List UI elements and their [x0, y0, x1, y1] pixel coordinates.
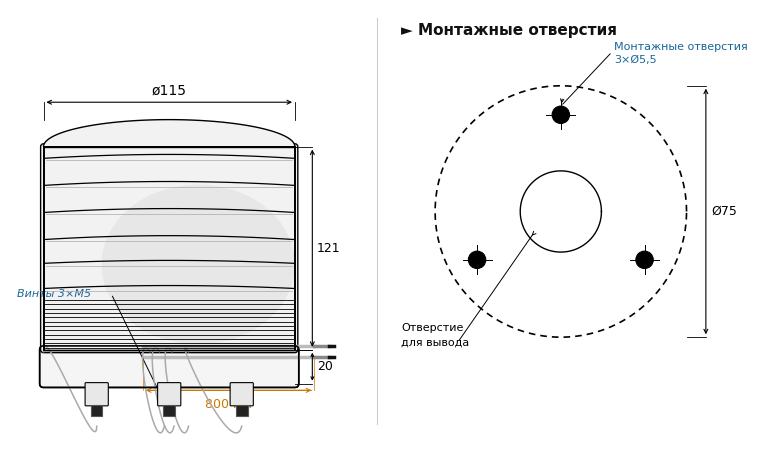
Bar: [236, 405, 247, 416]
Polygon shape: [43, 120, 295, 147]
Ellipse shape: [101, 185, 295, 344]
Text: 3×Ø5,5: 3×Ø5,5: [614, 55, 656, 65]
Bar: [163, 405, 175, 416]
Text: ► Монтажные отверстия: ► Монтажные отверстия: [401, 23, 618, 38]
FancyBboxPatch shape: [230, 382, 254, 406]
Text: для вывода: для вывода: [401, 338, 469, 348]
Text: Монтажные отверстия: Монтажные отверстия: [614, 42, 747, 52]
Text: 121: 121: [317, 242, 341, 255]
Bar: [91, 405, 103, 416]
FancyBboxPatch shape: [85, 382, 108, 406]
Text: 800 мм: 800 мм: [205, 398, 252, 411]
Text: ø115: ø115: [152, 83, 187, 97]
Text: Ø75: Ø75: [712, 205, 737, 218]
FancyBboxPatch shape: [39, 346, 299, 387]
FancyBboxPatch shape: [158, 382, 181, 406]
Circle shape: [468, 251, 485, 268]
Text: Винты 3×М5: Винты 3×М5: [18, 289, 91, 299]
Text: 20: 20: [317, 360, 333, 373]
FancyBboxPatch shape: [41, 144, 298, 353]
Circle shape: [636, 251, 653, 268]
Circle shape: [552, 106, 570, 124]
Text: Отверстие: Отверстие: [401, 322, 464, 333]
